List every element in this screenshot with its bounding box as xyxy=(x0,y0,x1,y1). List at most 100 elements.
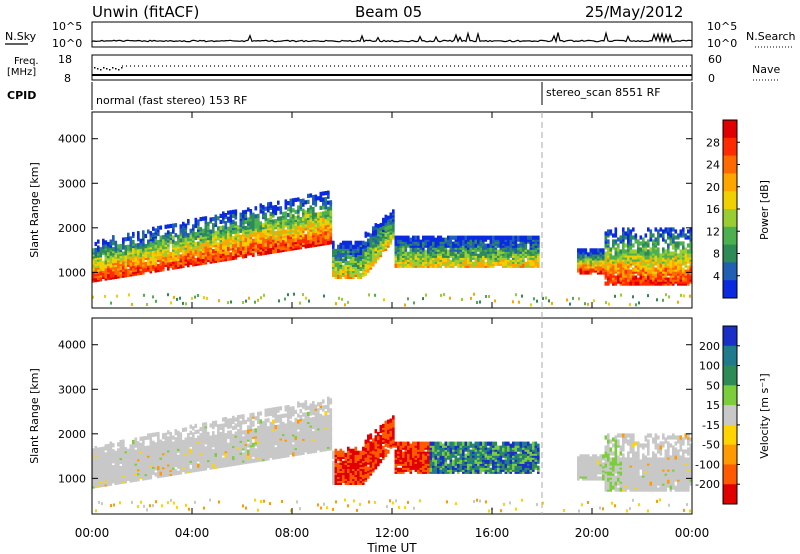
data-cell xyxy=(277,406,280,411)
data-cell xyxy=(199,227,203,232)
ground-cell xyxy=(347,300,349,304)
data-cell xyxy=(627,227,630,232)
data-cell xyxy=(249,209,253,214)
data-cell xyxy=(497,261,500,266)
data-cell xyxy=(664,267,668,272)
data-cell xyxy=(677,241,680,246)
data-cell xyxy=(509,259,513,264)
ground-cell xyxy=(287,293,289,297)
data-cell xyxy=(232,461,235,467)
ground-cell xyxy=(302,293,304,297)
data-cell xyxy=(139,436,143,441)
data-cell xyxy=(312,213,315,218)
data-cell xyxy=(239,444,243,449)
data-cell xyxy=(359,240,363,245)
data-cell xyxy=(264,216,268,221)
data-cell xyxy=(159,255,163,260)
data-cell xyxy=(192,456,195,461)
data-cell xyxy=(137,231,140,236)
data-cell xyxy=(257,217,260,222)
colorbar-tick-label: 8 xyxy=(713,248,720,261)
data-cell xyxy=(177,436,180,441)
data-cell xyxy=(277,236,280,241)
data-cell xyxy=(292,238,295,243)
nsky-line xyxy=(91,30,693,44)
data-cell xyxy=(217,230,220,235)
data-cell xyxy=(207,431,210,437)
data-cell xyxy=(657,247,660,252)
data-cell xyxy=(662,229,665,234)
data-cell xyxy=(687,265,690,270)
data-cell xyxy=(664,249,668,254)
data-cell xyxy=(242,254,245,259)
data-cell xyxy=(239,420,243,425)
ground-cell xyxy=(587,302,589,306)
data-cell xyxy=(502,235,505,240)
ground-cell xyxy=(605,301,607,305)
data-cell xyxy=(424,253,428,258)
ground-cell xyxy=(197,294,199,297)
data-cell xyxy=(457,235,460,240)
data-cell xyxy=(172,435,175,440)
data-cell xyxy=(347,260,350,265)
data-cell xyxy=(642,251,645,256)
data-cell xyxy=(199,433,203,438)
data-cell xyxy=(582,252,585,257)
data-cell xyxy=(374,223,378,228)
ground-cell xyxy=(689,294,691,298)
data-cell xyxy=(99,247,103,252)
data-cell xyxy=(177,234,180,239)
data-cell xyxy=(627,233,630,238)
data-cell xyxy=(234,417,238,422)
data-cell xyxy=(609,247,613,252)
data-cell xyxy=(202,258,205,263)
data-cell xyxy=(214,220,218,225)
ground-cell xyxy=(278,299,280,303)
data-cell xyxy=(449,235,453,240)
data-cell xyxy=(132,247,135,253)
colorbar-tick-label: 4 xyxy=(713,270,720,283)
data-cell xyxy=(224,255,228,260)
data-cell xyxy=(269,211,273,216)
data-cell xyxy=(592,256,595,261)
data-cell xyxy=(674,255,678,260)
data-cell xyxy=(217,242,220,247)
data-cell xyxy=(364,271,368,276)
data-cell xyxy=(224,453,228,458)
data-cell xyxy=(367,232,370,237)
data-cell xyxy=(659,267,663,272)
data-cell xyxy=(244,429,248,435)
data-cell xyxy=(284,223,288,228)
data-cell xyxy=(229,252,233,257)
data-cell xyxy=(314,240,318,245)
data-cell xyxy=(112,235,115,240)
data-cell xyxy=(669,263,673,268)
data-cell xyxy=(319,211,323,216)
data-cell xyxy=(427,261,430,266)
data-cell xyxy=(254,222,258,227)
data-cell xyxy=(647,243,650,248)
data-cell xyxy=(642,243,645,248)
data-cell xyxy=(324,211,328,216)
data-cell xyxy=(469,251,473,256)
data-cell xyxy=(439,235,443,240)
data-cell xyxy=(114,450,118,455)
data-cell xyxy=(169,439,173,445)
data-cell xyxy=(677,253,680,258)
data-cell xyxy=(639,241,643,246)
data-cell xyxy=(144,455,148,461)
data-cell xyxy=(142,436,145,441)
data-cell xyxy=(227,434,230,439)
data-cell xyxy=(112,459,115,464)
data-cell xyxy=(194,467,198,473)
data-cell xyxy=(257,235,260,241)
data-cell xyxy=(237,415,240,420)
data-cell xyxy=(252,232,255,237)
data-cell xyxy=(307,213,310,218)
data-cell xyxy=(167,430,170,435)
data-cell xyxy=(302,226,305,231)
data-cell xyxy=(127,448,130,453)
data-cell xyxy=(227,430,230,435)
data-cell xyxy=(247,455,250,460)
data-cell xyxy=(267,232,270,237)
